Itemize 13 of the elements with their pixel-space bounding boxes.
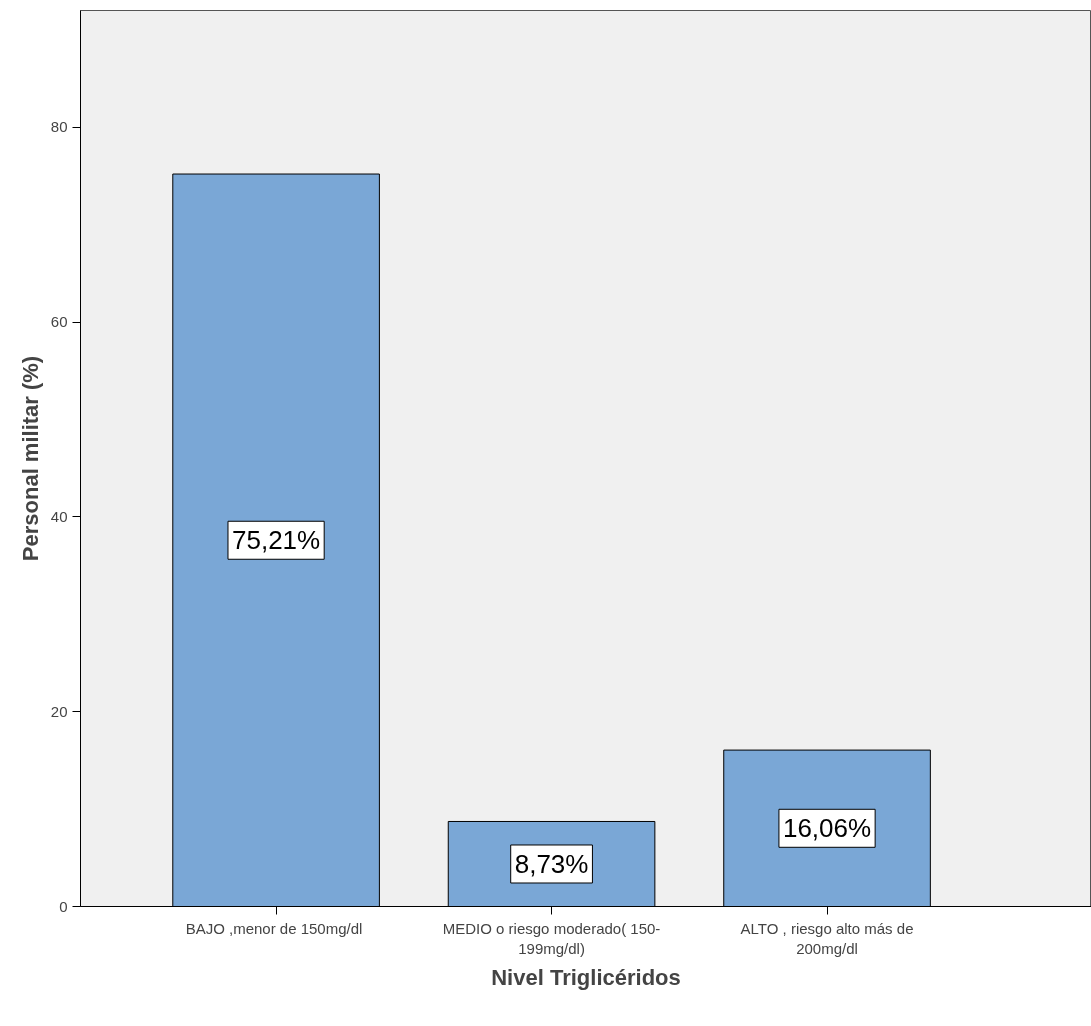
data-label: 16,06% xyxy=(782,813,872,844)
y-tick-label: 60 xyxy=(50,313,68,331)
y-tick-label: 40 xyxy=(50,507,68,525)
x-tick-label: ALTO , riesgo alto más de 200mg/dl xyxy=(740,919,914,957)
y-tick-label: 0 xyxy=(59,897,68,915)
x-tick-label: BAJO ,menor de 150mg/dl xyxy=(185,919,363,937)
data-label: 8,73% xyxy=(514,848,589,879)
y-axis-title: Personal militar (%) xyxy=(17,355,43,562)
y-tick-label: 20 xyxy=(50,702,68,720)
y-tick-label: 80 xyxy=(50,118,68,136)
x-tick-label: MEDIO o riesgo moderado( 150- 199mg/dl) xyxy=(442,919,661,957)
data-label: 75,21% xyxy=(232,525,321,556)
x-axis-title: Nivel Triglicéridos xyxy=(491,964,681,990)
